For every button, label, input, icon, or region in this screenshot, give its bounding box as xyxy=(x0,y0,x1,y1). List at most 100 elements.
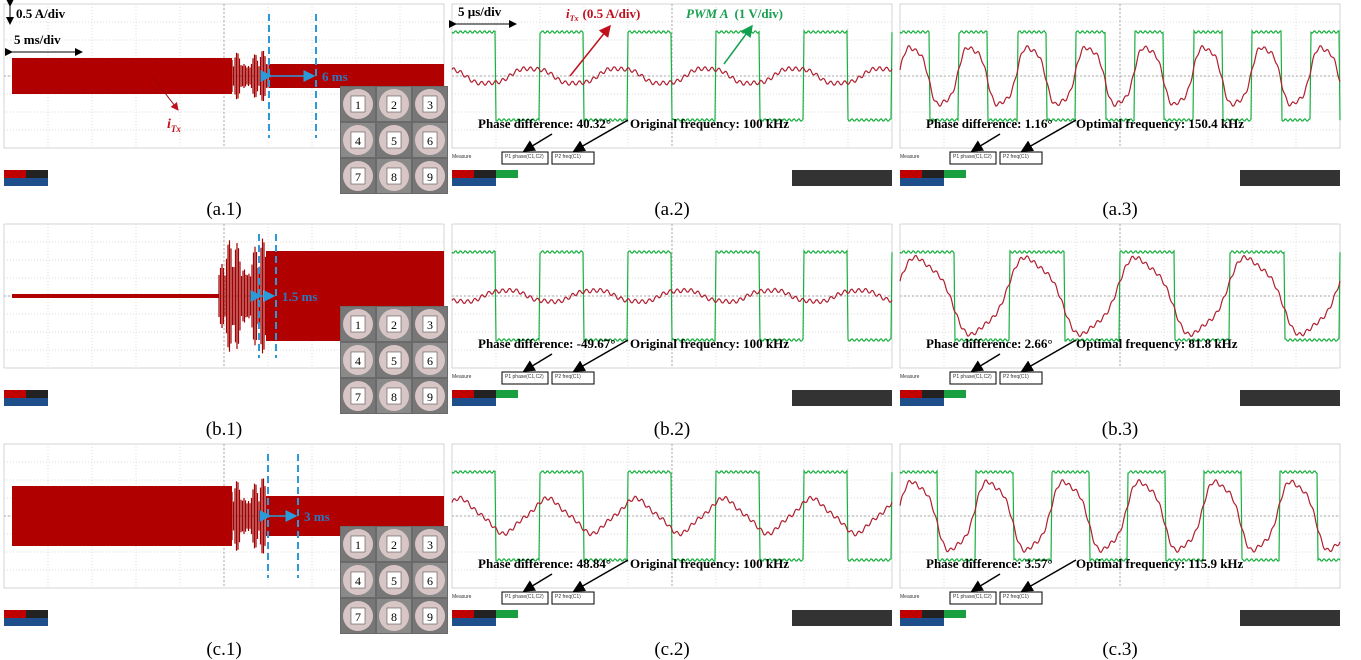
coil-number: 3 xyxy=(427,538,433,552)
channel-box xyxy=(474,610,496,618)
pwm-name: PWM A xyxy=(686,6,729,21)
coil-number: 1 xyxy=(355,98,361,112)
measure-box xyxy=(501,151,549,165)
channel-box xyxy=(4,178,48,186)
duration-label: 3 ms xyxy=(304,509,330,524)
symbol: i xyxy=(167,117,171,132)
coil-tag xyxy=(422,387,438,405)
coil-tag xyxy=(386,351,402,369)
pwm-label: PWM A (1 V/div) xyxy=(686,6,783,21)
coil-number: 7 xyxy=(355,610,361,624)
pointer-arrow xyxy=(970,353,1001,372)
channel-box xyxy=(26,610,48,618)
caption: (b.2) xyxy=(654,419,690,440)
coil-number: 5 xyxy=(391,354,397,368)
measure-p1: P1 phase(C1,C2) xyxy=(953,374,992,380)
channel-box xyxy=(496,610,518,618)
coil-tag xyxy=(422,571,438,589)
coil-number: 1 xyxy=(355,318,361,332)
measure-p1: P1 phase(C1,C2) xyxy=(505,594,544,600)
coil-tag xyxy=(386,607,402,625)
current-label: iTx (0.5 A/div) xyxy=(566,6,640,23)
channel-box xyxy=(900,170,922,178)
frequency-text: Optimal frequency: 81.8 kHz xyxy=(1076,336,1238,351)
panel: 1.5 ms 1 2 3 4 5 6 7 8 9 xyxy=(3,223,448,414)
status-box xyxy=(1240,170,1340,186)
frequency-text: Optimal frequency: 150.4 kHz xyxy=(1076,116,1244,131)
channel-box xyxy=(496,390,518,398)
measure-label: Measure xyxy=(452,594,472,600)
phase-text: Phase difference: 40.32° xyxy=(478,116,611,131)
coil-number: 6 xyxy=(427,354,433,368)
channel-box xyxy=(4,610,26,618)
coil-number: 4 xyxy=(355,134,361,148)
channel-box xyxy=(452,618,496,626)
coil-tag xyxy=(422,131,438,149)
channel-box xyxy=(944,390,966,398)
measure-p2: P2 freq(C1) xyxy=(555,374,581,380)
current-wave xyxy=(451,65,893,87)
coil-number: 3 xyxy=(427,318,433,332)
panel: 6 ms 0.5 A/div 5 ms/div iTx 1 2 3 4 5 6 7 8 9 xyxy=(3,0,448,194)
channel-box xyxy=(900,610,922,618)
phase-text: Phase difference: -49.67° xyxy=(478,336,615,351)
caption: (a.3) xyxy=(1102,199,1137,220)
time-scale: 5 µs/div xyxy=(458,4,502,19)
pointer-arrow xyxy=(970,573,1001,592)
coil-number: 6 xyxy=(427,134,433,148)
measure-p2: P2 freq(C1) xyxy=(555,594,581,600)
channel-box xyxy=(944,170,966,178)
duration-label: 1.5 ms xyxy=(282,289,317,304)
measure-box xyxy=(999,591,1043,605)
coil-number: 8 xyxy=(391,610,397,624)
coil-tag xyxy=(350,607,366,625)
pwm-wave xyxy=(451,469,893,563)
channel-box xyxy=(474,390,496,398)
coil-tag xyxy=(350,315,366,333)
pointer-arrow xyxy=(522,133,553,152)
coil-number: 9 xyxy=(427,610,433,624)
channel-box xyxy=(26,170,48,178)
coil-number: 7 xyxy=(355,390,361,404)
current-wave xyxy=(899,478,1341,554)
measure-p1: P1 phase(C1,C2) xyxy=(953,154,992,160)
phase-text: Phase difference: 2.66° xyxy=(926,336,1053,351)
pwm-wave xyxy=(451,29,893,123)
pwm-wave xyxy=(899,469,1341,563)
channel-box xyxy=(922,170,944,178)
coil-number: 2 xyxy=(391,318,397,332)
pwm-wave xyxy=(899,29,1341,123)
measure-box xyxy=(551,151,595,165)
coil-number: 2 xyxy=(391,98,397,112)
duration-label: 6 ms xyxy=(322,69,348,84)
current-wave xyxy=(899,44,1341,108)
channel-box xyxy=(4,618,48,626)
current-scale: (0.5 A/div) xyxy=(583,6,641,21)
pointer-arrow xyxy=(1020,559,1077,592)
pointer-arrow xyxy=(572,119,629,152)
measure-p1: P1 phase(C1,C2) xyxy=(505,154,544,160)
coil-tag xyxy=(350,535,366,553)
channel-box xyxy=(900,178,944,186)
phase-text: Phase difference: 1.16° xyxy=(926,116,1053,131)
coil-number: 5 xyxy=(391,574,397,588)
frequency-text: Optimal frequency: 115.9 kHz xyxy=(1076,556,1244,571)
pointer-arrow xyxy=(522,353,553,372)
measure-label: Measure xyxy=(900,154,920,160)
frequency-text: Original frequency: 100 kHz xyxy=(630,336,789,351)
measure-p1: P1 phase(C1,C2) xyxy=(505,374,544,380)
coil-number: 8 xyxy=(391,170,397,184)
measure-p1: P1 phase(C1,C2) xyxy=(953,594,992,600)
status-box xyxy=(792,390,892,406)
pointer-arrow xyxy=(1020,119,1077,152)
coil-number: 4 xyxy=(355,354,361,368)
current-scale: 0.5 A/div xyxy=(16,6,66,21)
coil-tag xyxy=(350,131,366,149)
time-scale: 5 ms/div xyxy=(14,32,61,47)
current-wave xyxy=(451,495,893,537)
coil-tag xyxy=(422,95,438,113)
measure-box xyxy=(949,371,997,385)
coil-tag xyxy=(386,387,402,405)
panel: Phase difference: 3.57° Optimal frequency… xyxy=(899,443,1341,626)
channel-box xyxy=(900,390,922,398)
